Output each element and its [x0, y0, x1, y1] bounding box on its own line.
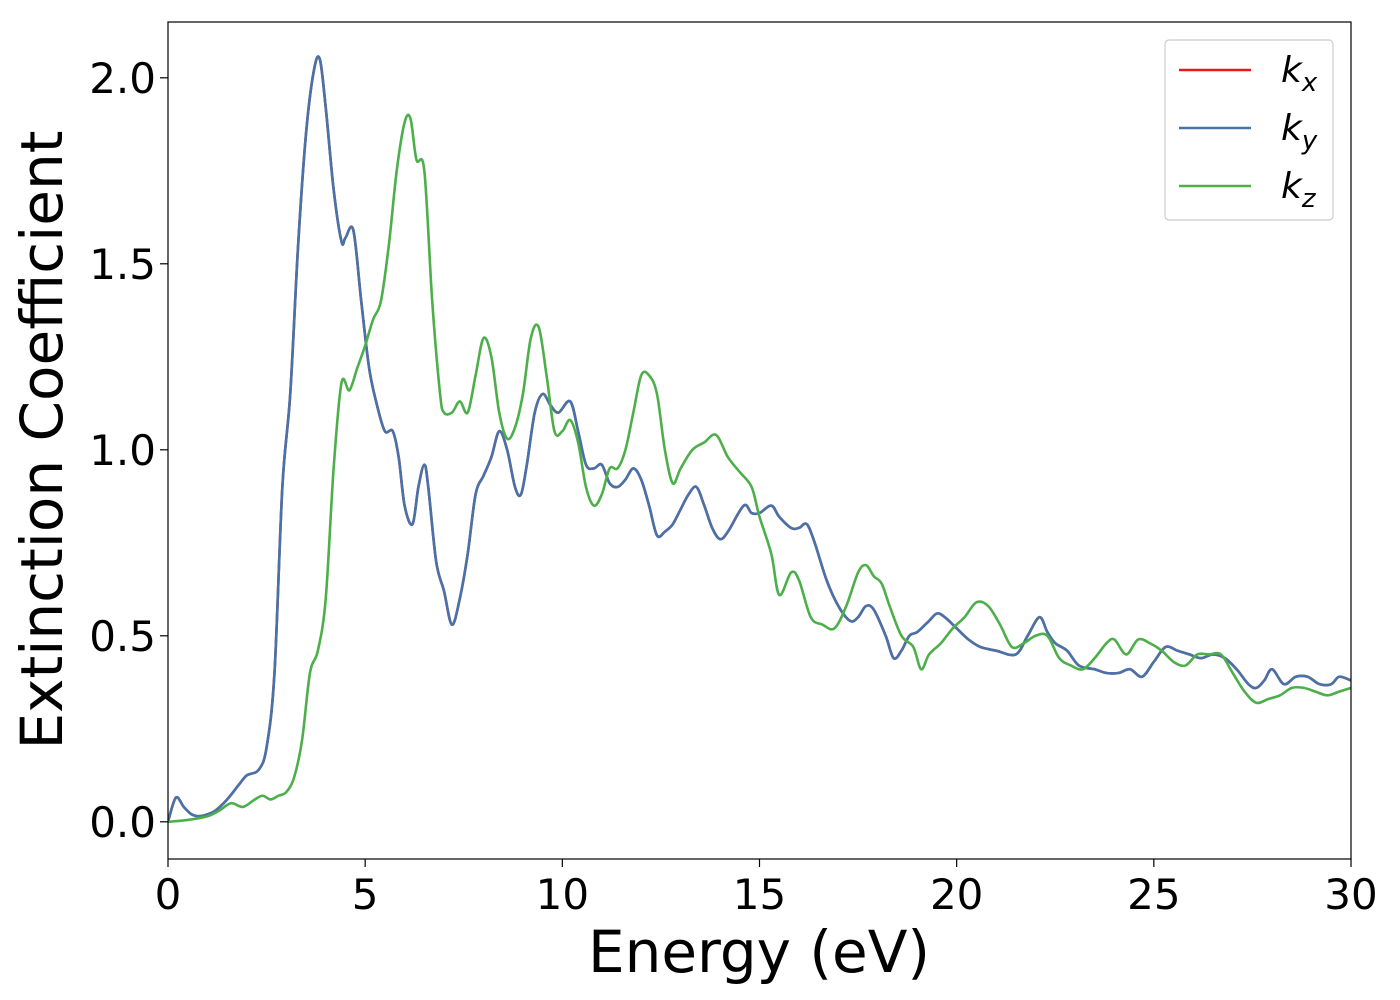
legend-frame [1164, 39, 1334, 221]
legend-label-base: k [1281, 50, 1304, 91]
series-line-k-y [168, 55, 1351, 823]
legend-label-k-y: ky [1281, 108, 1318, 156]
plot-area [168, 22, 1351, 859]
x-axis: 0 5 10 15 20 25 30 [155, 859, 1378, 919]
y-tick-label: 1.5 [89, 240, 156, 289]
legend-label-base: k [1281, 108, 1304, 149]
y-tick-label: 1.0 [89, 426, 156, 475]
y-axis-title: Extinction Coefficient [8, 131, 76, 750]
y-tick-label: 2.0 [89, 54, 156, 103]
y-tick-label: 0.0 [89, 798, 156, 847]
x-tick-label: 15 [733, 870, 786, 919]
x-tick-label: 10 [536, 870, 589, 919]
legend-label-subscript: x [1301, 68, 1318, 98]
legend-label-k-z: kz [1281, 166, 1317, 214]
x-tick-label: 25 [1127, 870, 1180, 919]
x-tick-label: 30 [1324, 870, 1377, 919]
series-line-k-z [168, 113, 1351, 824]
series-layer [168, 55, 1351, 824]
y-tick-label: 0.5 [89, 612, 156, 661]
x-tick-label: 0 [155, 870, 182, 919]
x-axis-title: Energy (eV) [588, 918, 930, 986]
legend-label-base: k [1281, 166, 1304, 207]
x-tick-label: 5 [352, 870, 379, 919]
x-tick-label: 20 [930, 870, 983, 919]
legend-label-k-x: kx [1281, 50, 1318, 98]
legend-label-subscript: y [1301, 126, 1318, 156]
y-axis: 0.0 0.5 1.0 1.5 2.0 [89, 54, 168, 847]
legend-label-subscript: z [1301, 184, 1317, 214]
